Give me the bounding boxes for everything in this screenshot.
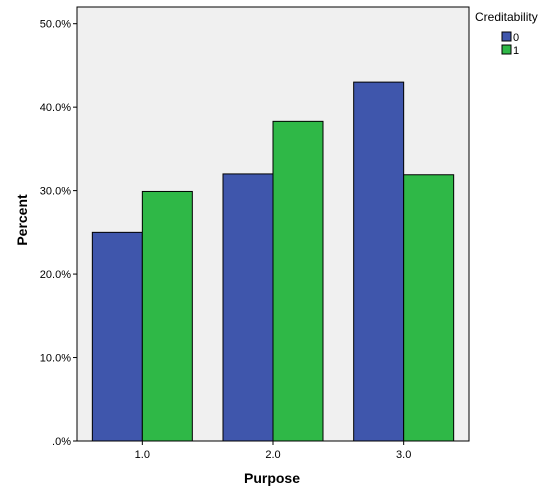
x-tick-label: 2.0: [265, 449, 280, 461]
y-axis-title: Percent: [14, 194, 30, 246]
x-axis-title: Purpose: [244, 470, 300, 486]
y-tick-label: 40.0%: [40, 102, 71, 114]
bar-series-0-cat-1: [222, 173, 274, 442]
bar-series-1-cat-1: [272, 120, 324, 442]
x-axis: 1.0 2.0 3.0: [135, 441, 411, 461]
legend-swatch-0: [501, 31, 512, 42]
x-tick-label: 1.0: [135, 449, 150, 461]
legend-label-0: 0: [513, 32, 519, 44]
y-tick-label: 50.0%: [40, 19, 71, 31]
y-tick-label: .0%: [52, 436, 71, 448]
bars: [91, 81, 455, 442]
y-tick-label: 30.0%: [40, 186, 71, 198]
bar-series-1-cat-0: [141, 190, 193, 442]
legend: Creditability 01: [475, 10, 538, 57]
bar-series-0-cat-0: [91, 231, 143, 442]
y-axis: .0% 10.0% 20.0% 30.0% 40.0% 50.0%: [40, 19, 77, 448]
y-tick-label: 20.0%: [40, 269, 71, 281]
bar-series-1-cat-2: [403, 174, 455, 442]
x-tick-label: 3.0: [396, 449, 411, 461]
legend-swatch-1: [501, 44, 512, 55]
y-tick-label: 10.0%: [40, 353, 71, 365]
legend-label-1: 1: [513, 45, 519, 57]
bar-series-0-cat-2: [353, 81, 405, 442]
legend-title: Creditability: [475, 10, 538, 24]
